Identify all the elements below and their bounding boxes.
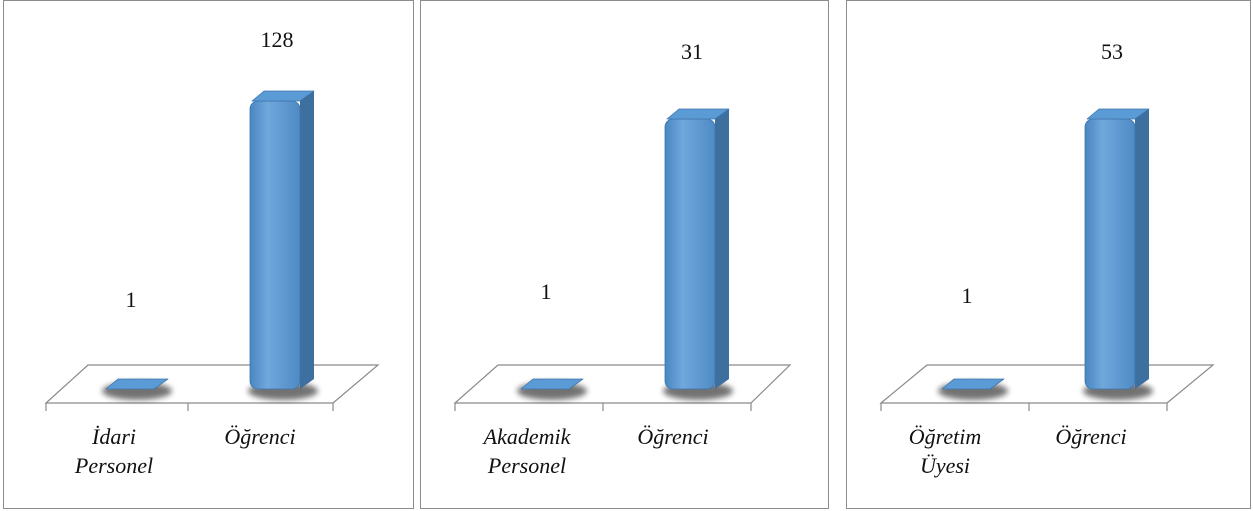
bar-side-1 [1135,109,1149,389]
chart-1-svg: 1 İdari Personel 128 Öğrenci [44,27,380,478]
data-label-1: 128 [261,27,294,52]
chart-panel-2: 1 Akademik Personel 31 Öğrenci [420,0,829,509]
category-label-0-0: Öğretim [909,424,982,449]
bar-top-0 [105,378,169,390]
data-label-0: 1 [541,279,552,304]
chart-floor [453,364,792,404]
bar-top-1 [1086,108,1150,120]
bar-side-1 [715,109,729,389]
chart-2-svg: 1 Akademik Personel 31 Öğrenci [453,39,792,478]
bar-top-0 [941,378,1005,390]
category-label-0-1: Personel [487,453,566,478]
chart-3-svg: 1 Öğretim Üyesi 53 Öğrenci [879,39,1215,478]
data-label-0: 1 [126,287,137,312]
data-label-1: 53 [1101,39,1123,64]
data-label-1: 31 [681,39,703,64]
chart-floor [879,364,1215,404]
chart-panel-3: 1 Öğretim Üyesi 53 Öğrenci [846,0,1251,509]
category-label-0-0: Akademik [482,424,572,449]
chart-floor [44,364,380,404]
bar-side-1 [300,91,314,389]
data-label-0: 1 [962,283,973,308]
category-label-1-0: Öğrenci [1055,424,1126,449]
category-label-0-0: İdari [91,424,136,449]
category-label-1-0: Öğrenci [224,424,295,449]
category-label-0-1: Personel [74,453,153,478]
bar-1 [664,118,716,390]
chart-panel-1: 1 İdari Personel 128 Öğrenci [3,0,414,509]
category-label-1-0: Öğrenci [637,424,708,449]
category-label-0-1: Üyesi [920,453,970,478]
bar-1 [249,100,301,390]
bar-top-1 [666,108,730,120]
bar-top-1 [251,90,315,102]
bar-1 [1084,118,1136,390]
bar-top-0 [520,378,584,390]
